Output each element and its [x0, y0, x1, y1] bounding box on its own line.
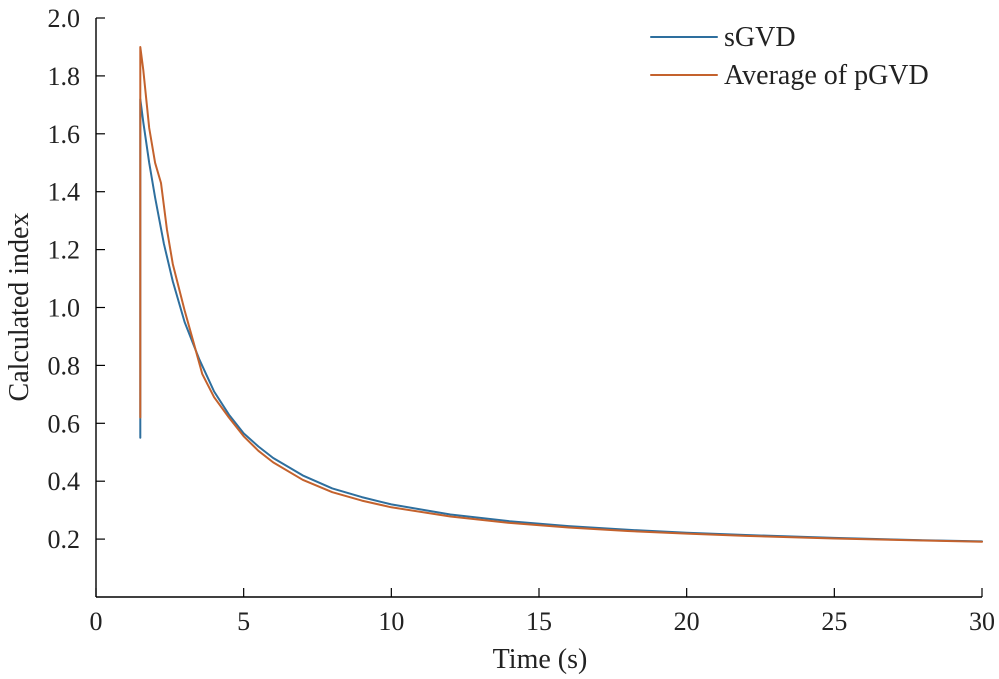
- x-tick-label-4: 20: [674, 607, 700, 636]
- series-layer: [139, 46, 983, 543]
- y-tick-label-5: 1.2: [48, 236, 81, 265]
- y-tick-label-2: 0.6: [48, 409, 81, 438]
- legend-label-pgvd: Average of pGVD: [724, 60, 929, 91]
- legend: sGVD Average of pGVD: [650, 22, 929, 91]
- y-tick-label-7: 1.6: [48, 120, 81, 149]
- y-tick-label-8: 1.8: [48, 62, 81, 91]
- x-tick-label-5: 25: [821, 607, 847, 636]
- x-tick-label-2: 10: [378, 607, 404, 636]
- x-tick-label-6: 30: [969, 607, 995, 636]
- ticks: 0 5 10 15 20 25 30 0.2 0.4 0.6 0.8 1.0 1.2 1.4 1.6 1.8 2…: [48, 4, 996, 636]
- y-tick-label-9: 2.0: [48, 4, 81, 33]
- series-line-1: [139, 46, 983, 543]
- y-tick-label-0: 0.2: [48, 525, 81, 554]
- y-axis-title: Calculated index: [4, 213, 35, 402]
- x-tick-label-1: 5: [237, 607, 250, 636]
- legend-label-sgvd: sGVD: [724, 22, 796, 53]
- x-axis-title: Time (s): [493, 644, 588, 675]
- series-line-0: [139, 98, 983, 543]
- axes: [95, 18, 982, 598]
- y-tick-label-1: 0.4: [48, 467, 81, 496]
- y-tick-label-6: 1.4: [48, 178, 81, 207]
- x-tick-label-0: 0: [90, 607, 103, 636]
- x-tick-label-3: 15: [526, 607, 552, 636]
- y-tick-label-4: 1.0: [48, 294, 81, 323]
- y-tick-label-3: 0.8: [48, 351, 81, 380]
